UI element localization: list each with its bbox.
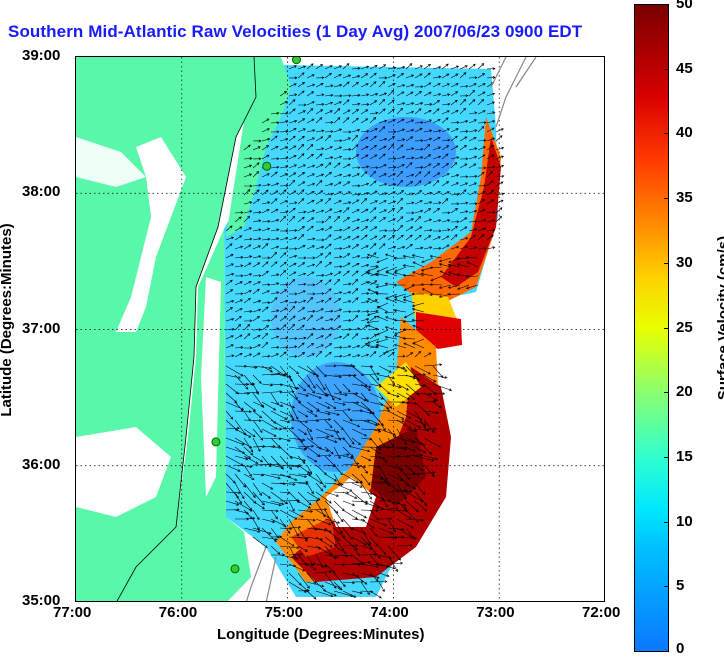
colorbar-tick-mark <box>664 521 669 523</box>
colorbar-tick-label: 30 <box>676 253 693 271</box>
y-tick-label: 37:00 <box>22 319 61 337</box>
station-markers <box>211 57 301 574</box>
station-marker <box>211 437 221 447</box>
station-marker <box>291 57 301 65</box>
station-marker <box>262 161 272 171</box>
colorbar-tick-mark <box>664 651 669 652</box>
x-tick-label: 74:00 <box>370 604 409 621</box>
colorbar-tick-label: 20 <box>676 383 693 401</box>
colorbar-tick-label: 45 <box>676 59 693 77</box>
colorbar-tick-label: 35 <box>676 189 693 207</box>
x-tick-label: 73:00 <box>476 604 515 621</box>
colorbar-tick-mark <box>664 68 669 70</box>
map-plot-area[interactable] <box>75 56 605 602</box>
colorbar-tick-mark <box>664 4 669 5</box>
x-tick-label: 77:00 <box>53 604 92 621</box>
colorbar-tick-label: 50 <box>676 0 693 12</box>
colorbar-tick-label: 15 <box>676 447 693 465</box>
colorbar-tick-label: 25 <box>676 318 693 336</box>
colorbar-tick-mark <box>664 133 669 135</box>
arrow-field <box>225 63 505 600</box>
x-tick-label: 72:00 <box>582 604 621 621</box>
coastline <box>116 57 257 601</box>
y-axis-label: Latitude (Degrees:Minutes) <box>0 223 15 417</box>
x-axis-label: Longitude (Degrees:Minutes) <box>217 626 425 643</box>
colorbar-tick-mark <box>664 262 669 264</box>
y-tick-label: 35:00 <box>22 592 61 609</box>
colorbar-tick-mark <box>664 456 669 458</box>
gridlines <box>76 57 604 601</box>
isobaths <box>245 57 537 601</box>
colorbar-tick-label: 0 <box>676 640 685 657</box>
velocity-arrows <box>116 57 505 601</box>
colorbar-tick-mark <box>664 392 669 394</box>
colorbar-tick-label: 40 <box>676 124 693 142</box>
y-tick-label: 38:00 <box>22 183 61 201</box>
y-tick-label: 39:00 <box>22 47 61 64</box>
colorbar-tick-mark <box>664 327 669 329</box>
colorbar-tick-label: 10 <box>676 512 693 530</box>
colorbar-tick-mark <box>664 586 669 588</box>
colorbar-tick-mark <box>664 198 669 200</box>
x-tick-label: 76:00 <box>158 604 198 621</box>
colorbar-label: Surface Velocity (cm/s) <box>715 235 724 401</box>
station-marker <box>230 564 240 574</box>
velocity-map <box>76 57 604 601</box>
x-tick-label: 75:00 <box>264 604 303 621</box>
y-tick-label: 36:00 <box>22 455 61 473</box>
map-title: Southern Mid-Atlantic Raw Velocities (1 … <box>8 22 583 41</box>
colorbar-tick-label: 5 <box>676 577 685 595</box>
